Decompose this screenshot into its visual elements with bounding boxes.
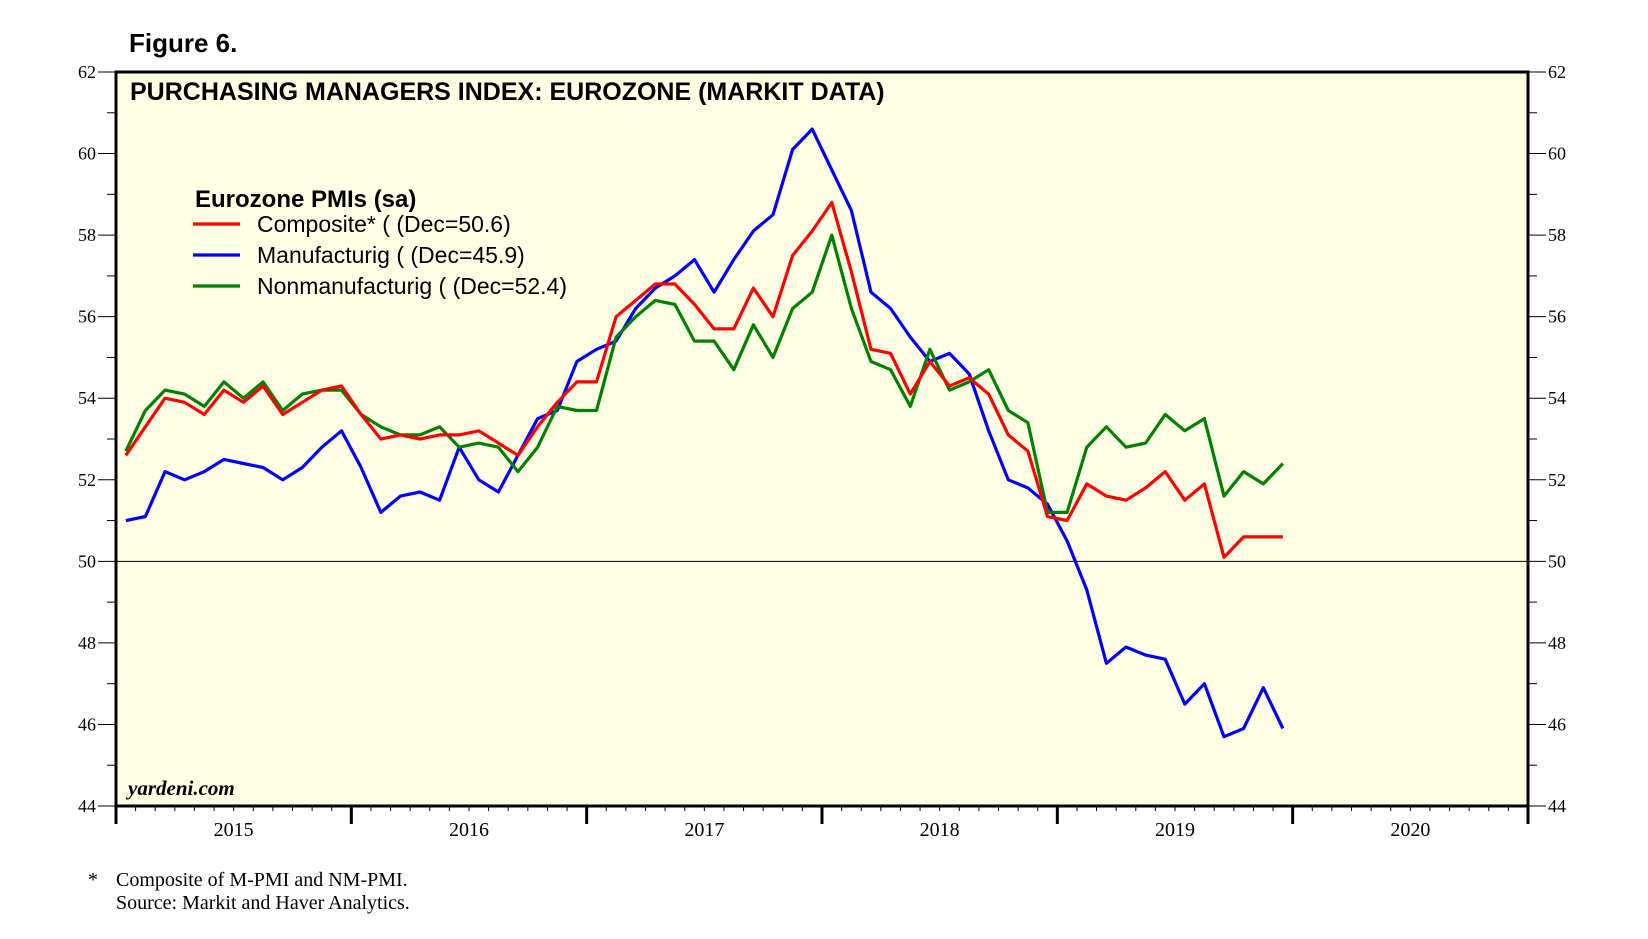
y-tick-label-left: 52 — [78, 470, 96, 490]
plot-area — [116, 72, 1528, 806]
y-tick-label-left: 46 — [78, 714, 96, 734]
legend-title: Eurozone PMIs (sa) — [195, 186, 416, 213]
y-tick-label-left: 60 — [78, 144, 96, 164]
legend-label-nonmanufacturing: Nonmanufacturig ( (Dec=52.4) — [257, 273, 567, 299]
y-tick-label-right: 44 — [1548, 796, 1566, 816]
y-tick-label-left: 44 — [78, 796, 96, 816]
legend-label-composite: Composite* ( (Dec=50.6) — [257, 211, 511, 237]
x-tick-label: 2016 — [449, 819, 489, 841]
y-tick-label-right: 48 — [1548, 633, 1566, 653]
composite-series-line — [124, 200, 1283, 559]
y-tick-label-right: 54 — [1548, 388, 1566, 408]
y-tick-label-right: 50 — [1548, 551, 1566, 571]
x-tick-label: 2018 — [920, 819, 960, 841]
y-tick-label-right: 62 — [1548, 62, 1566, 82]
legend-label-manufacturing: Manufacturig ( (Dec=45.9) — [257, 242, 525, 268]
y-tick-label-right: 46 — [1548, 714, 1566, 734]
x-tick-label: 2017 — [684, 819, 724, 841]
footnote-source: Source: Markit and Haver Analytics. — [116, 892, 410, 914]
watermark: yardeni.com — [125, 776, 235, 800]
y-tick-label-left: 50 — [78, 551, 96, 571]
y-tick-label-left: 58 — [78, 225, 96, 245]
y-tick-label-left: 62 — [78, 62, 96, 82]
y-tick-label-right: 60 — [1548, 144, 1566, 164]
x-tick-label: 2019 — [1155, 819, 1195, 841]
footnote-composite-text: Composite of M-PMI and NM-PMI. — [116, 869, 408, 891]
y-tick-label-right: 52 — [1548, 470, 1566, 490]
manufacturing-series-line — [125, 127, 1285, 739]
y-tick-label-right: 58 — [1548, 225, 1566, 245]
y-tick-label-right: 56 — [1548, 307, 1566, 327]
y-tick-label-left: 54 — [78, 388, 96, 408]
footnote-star: * — [88, 869, 98, 891]
y-tick-label-left: 48 — [78, 633, 96, 653]
footnote-composite: * Composite of M-PMI and NM-PMI. — [88, 869, 408, 892]
y-tick-label-left: 56 — [78, 307, 96, 327]
chart-title: PURCHASING MANAGERS INDEX: EUROZONE (MAR… — [130, 78, 885, 106]
x-tick-label: 2015 — [214, 819, 254, 841]
figure-label: Figure 6. — [129, 28, 238, 58]
x-tick-label: 2020 — [1390, 819, 1430, 841]
